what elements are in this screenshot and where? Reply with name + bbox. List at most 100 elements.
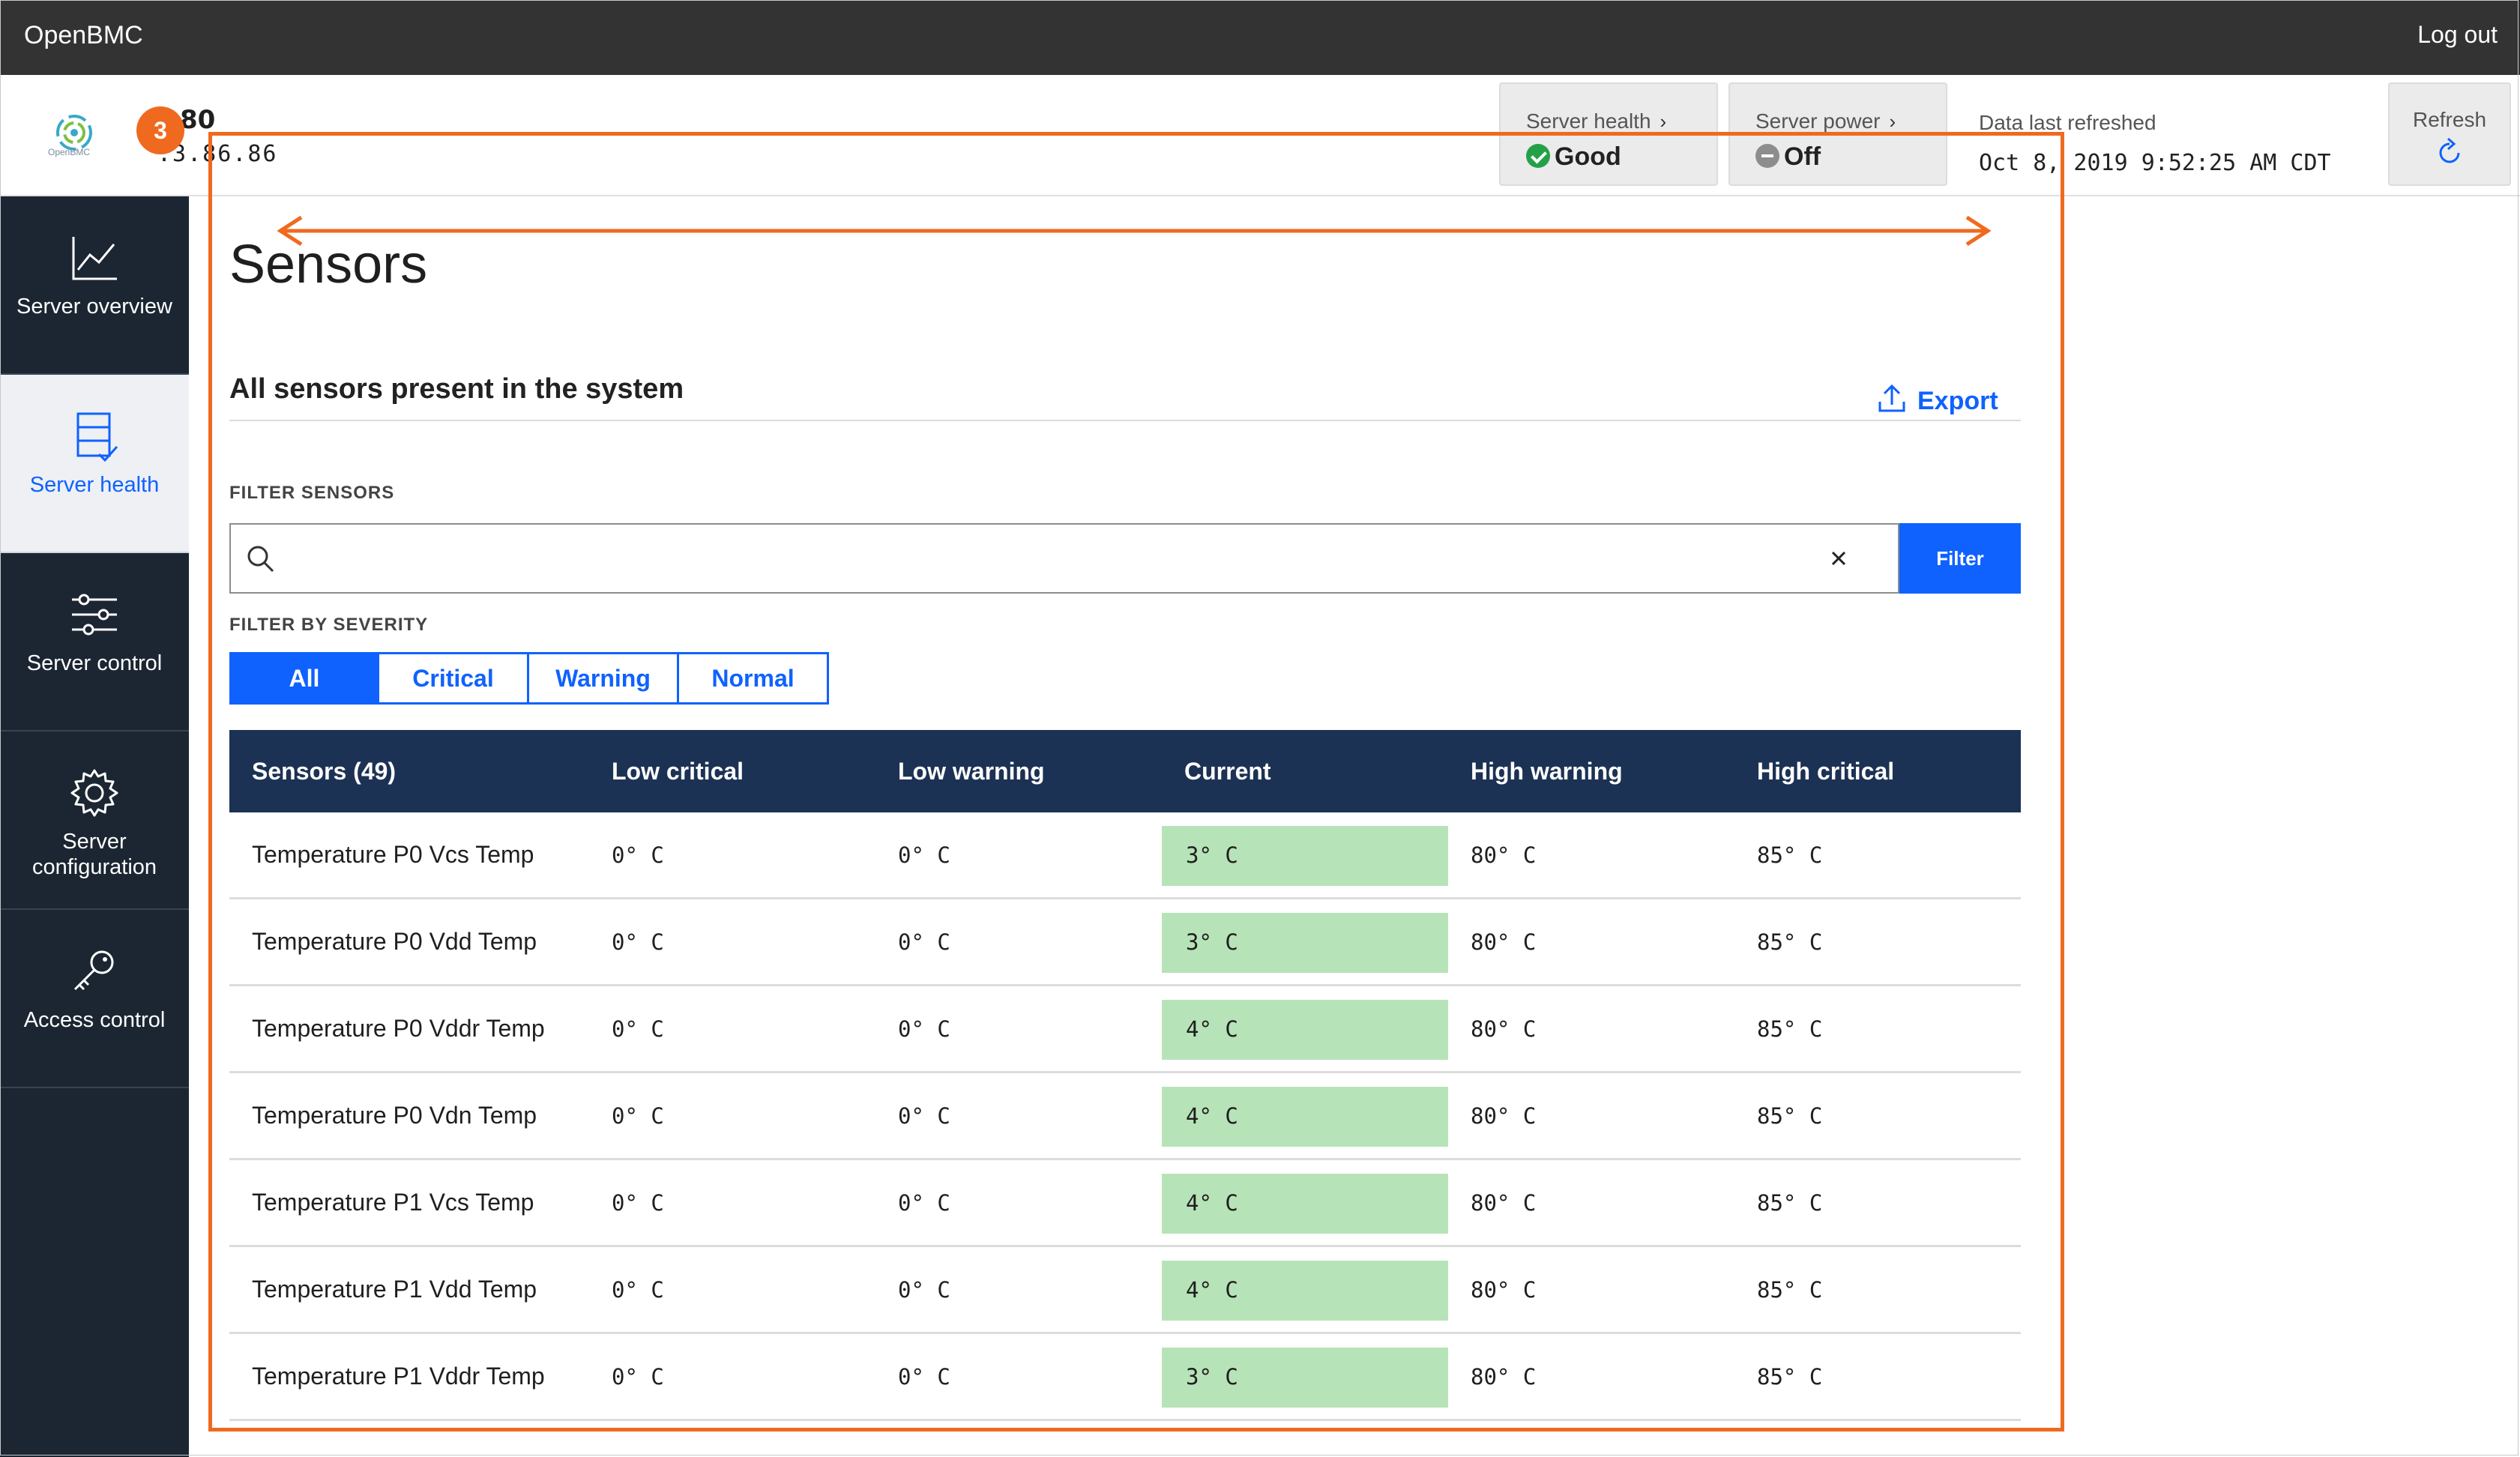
column-header-sensors[interactable]: Sensors (49) bbox=[252, 758, 397, 785]
table-row: Temperature P1 Vdd Temp 0° C 0° C 4° C 80° C… bbox=[229, 1247, 2021, 1334]
cell-low-warning: 0° C bbox=[875, 986, 1162, 1071]
cell-high-critical: 85° C bbox=[1734, 1160, 2021, 1245]
server-health-value: Good bbox=[1555, 142, 1621, 171]
column-header-current[interactable]: Current bbox=[1184, 758, 1271, 785]
cell-text: 0° C bbox=[612, 929, 664, 955]
cell-text: 0° C bbox=[898, 1189, 950, 1216]
cell-text: 0° C bbox=[898, 929, 950, 955]
server-power-card[interactable]: Server power › Off bbox=[1728, 82, 1947, 186]
column-header-low-critical[interactable]: Low critical bbox=[612, 758, 744, 785]
chart-line-icon bbox=[72, 237, 117, 280]
severity-all-button[interactable]: All bbox=[229, 652, 379, 705]
cell-text: 80° C bbox=[1471, 1102, 1537, 1129]
sidebar-item-label: Server configuration bbox=[31, 830, 157, 879]
cell-text: 80° C bbox=[1471, 1189, 1537, 1216]
cell-high-critical: 85° C bbox=[1734, 899, 2021, 984]
server-power-label: Server power bbox=[1755, 109, 1881, 133]
cell-text: 85° C bbox=[1757, 842, 1823, 868]
cell-sensor-name: Temperature P1 Vdd Temp bbox=[229, 1247, 589, 1332]
cell-low-critical: 0° C bbox=[589, 986, 875, 1071]
column-header-high-critical[interactable]: High critical bbox=[1757, 758, 1895, 785]
cell-text: 85° C bbox=[1757, 1102, 1823, 1129]
cell-text: 3° C bbox=[1186, 842, 1238, 868]
search-icon bbox=[247, 546, 274, 573]
table-header: Sensors (49) Low critical Low warning Cu… bbox=[229, 730, 2021, 812]
data-last-refreshed-time: Oct 8, 2019 9:52:25 AM CDT bbox=[1979, 150, 2331, 176]
cell-high-warning: 80° C bbox=[1448, 899, 1734, 984]
filter-by-severity-label: FILTER BY SEVERITY bbox=[229, 615, 429, 635]
cell-text: 0° C bbox=[612, 842, 664, 868]
cell-text: 80° C bbox=[1471, 929, 1537, 955]
section-title: All sensors present in the system bbox=[229, 373, 684, 405]
cell-text: 80° C bbox=[1471, 1016, 1537, 1042]
status-normal-highlight bbox=[1162, 826, 1448, 886]
refresh-icon bbox=[2439, 137, 2460, 163]
logo-text: OpenBMC bbox=[48, 147, 91, 157]
severity-warning-button[interactable]: Warning bbox=[529, 652, 679, 705]
cell-high-critical: 85° C bbox=[1734, 986, 2021, 1071]
cell-current: 4° C bbox=[1162, 1073, 1448, 1158]
sidebar-item-server-overview[interactable]: Server overview bbox=[0, 196, 189, 375]
table-body: Temperature P0 Vcs Temp 0° C 0° C 3° C 80° C… bbox=[229, 812, 2021, 1421]
sliders-icon bbox=[72, 594, 117, 636]
cell-sensor-name: Temperature P0 Vddr Temp bbox=[229, 986, 589, 1071]
cell-low-warning: 0° C bbox=[875, 1334, 1162, 1419]
cell-high-warning: 80° C bbox=[1448, 1160, 1734, 1245]
severity-filter-group: All Critical Warning Normal bbox=[229, 652, 829, 705]
brand-name: OpenBMC bbox=[24, 21, 143, 49]
severity-normal-button[interactable]: Normal bbox=[679, 652, 829, 705]
cell-high-critical: 85° C bbox=[1734, 1073, 2021, 1158]
cell-current: 3° C bbox=[1162, 812, 1448, 897]
openbmc-logo-icon bbox=[56, 115, 92, 151]
filter-sensors-label: FILTER SENSORS bbox=[229, 483, 395, 503]
cell-text: 0° C bbox=[612, 1016, 664, 1042]
sidebar-item-server-control[interactable]: Server control bbox=[0, 553, 189, 731]
column-header-low-warning[interactable]: Low warning bbox=[898, 758, 1045, 785]
cell-text: 0° C bbox=[612, 1102, 664, 1129]
status-normal-highlight bbox=[1162, 1348, 1448, 1408]
cell-high-warning: 80° C bbox=[1448, 812, 1734, 897]
status-normal-highlight bbox=[1162, 1087, 1448, 1147]
cell-low-critical: 0° C bbox=[589, 1334, 875, 1419]
cell-sensor-name: Temperature P0 Vdn Temp bbox=[229, 1073, 589, 1158]
close-icon[interactable] bbox=[1827, 547, 1850, 570]
sidebar-item-label: Access control bbox=[23, 1008, 166, 1032]
double-arrow-icon bbox=[277, 215, 1992, 247]
cell-text: Temperature P0 Vcs Temp bbox=[252, 841, 534, 868]
search-input[interactable] bbox=[291, 532, 1823, 586]
cell-text: 80° C bbox=[1471, 1363, 1537, 1390]
cell-text: 85° C bbox=[1757, 1363, 1823, 1390]
section-divider bbox=[229, 420, 2021, 421]
cell-high-warning: 80° C bbox=[1448, 1247, 1734, 1332]
cell-text: 85° C bbox=[1757, 1189, 1823, 1216]
sidebar-item-access-control[interactable]: Access control bbox=[0, 910, 189, 1088]
cell-low-warning: 0° C bbox=[875, 1073, 1162, 1158]
server-health-card[interactable]: Server health › Good bbox=[1499, 82, 1718, 186]
cell-text: 85° C bbox=[1757, 929, 1823, 955]
cell-text: Temperature P0 Vdn Temp bbox=[252, 1102, 537, 1129]
sidebar-item-label: Server health bbox=[29, 473, 160, 497]
refresh-button[interactable]: Refresh bbox=[2388, 82, 2511, 186]
sidebar-item-label: Server control bbox=[26, 651, 163, 675]
header-bar bbox=[0, 75, 2520, 196]
column-header-high-warning[interactable]: High warning bbox=[1471, 758, 1623, 785]
cell-text: 0° C bbox=[612, 1189, 664, 1216]
data-last-refreshed-label: Data last refreshed bbox=[1979, 111, 2156, 134]
cell-current: 4° C bbox=[1162, 1247, 1448, 1332]
table-row: Temperature P0 Vddr Temp 0° C 0° C 4° C 80° … bbox=[229, 986, 2021, 1073]
severity-critical-button[interactable]: Critical bbox=[379, 652, 529, 705]
table-row: Temperature P0 Vdn Temp 0° C 0° C 4° C 80° C… bbox=[229, 1073, 2021, 1160]
export-button[interactable]: Export bbox=[1877, 384, 1998, 416]
cell-text: 4° C bbox=[1186, 1276, 1238, 1303]
server-health-icon bbox=[76, 412, 118, 462]
status-normal-highlight bbox=[1162, 913, 1448, 973]
logout-link[interactable]: Log out bbox=[2417, 21, 2498, 48]
filter-button[interactable]: Filter bbox=[1899, 523, 2021, 594]
cell-text: 4° C bbox=[1186, 1102, 1238, 1129]
sidebar-item-server-health[interactable]: Server health bbox=[0, 375, 189, 553]
cell-text: 85° C bbox=[1757, 1016, 1823, 1042]
upload-icon bbox=[1878, 384, 1905, 412]
sidebar-item-server-configuration[interactable]: Server configuration bbox=[0, 731, 189, 910]
table-row: Temperature P0 Vdd Temp 0° C 0° C 3° C 80° C… bbox=[229, 899, 2021, 986]
cell-text: 80° C bbox=[1471, 842, 1537, 868]
